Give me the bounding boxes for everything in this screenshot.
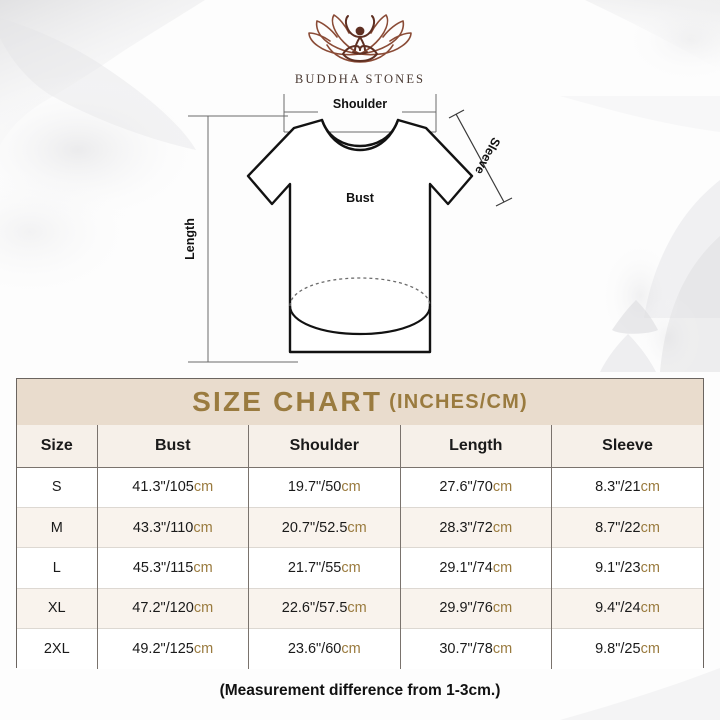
cell-shoulder: 23.6"/60cm xyxy=(248,628,401,669)
size-table: Size Bust Shoulder Length Sleeve S 41.3"… xyxy=(17,425,703,669)
label-shoulder: Shoulder xyxy=(333,97,387,111)
column-header-size: Size xyxy=(17,425,98,468)
value: 30.7"/78 xyxy=(439,641,493,657)
label-length: Length xyxy=(183,218,197,260)
cell-shoulder: 19.7"/50cm xyxy=(248,467,401,508)
cell-size: M xyxy=(17,506,98,548)
cell-shoulder: 22.6"/57.5cm xyxy=(248,587,401,629)
unit: cm xyxy=(640,641,660,657)
table-row: M 43.3"/110cm 20.7"/52.5cm 28.3"/72cm 8.… xyxy=(17,506,703,548)
unit: cm xyxy=(193,641,214,657)
value: 9.8"/25 xyxy=(595,641,641,657)
cell-sleeve: 9.4"/24cm xyxy=(551,587,703,629)
cell-length: 29.1"/74cm xyxy=(400,547,552,589)
value: 41.3"/105 xyxy=(132,479,194,496)
cell-bust: 45.3"/115cm xyxy=(97,547,249,589)
measurement-note: (Measurement difference from 1-3cm.) xyxy=(219,682,501,699)
unit: cm xyxy=(341,641,361,657)
value: 9.4"/24 xyxy=(595,600,641,617)
unit: cm xyxy=(640,600,660,617)
value: 28.3"/72 xyxy=(439,519,493,536)
value: 49.2"/125 xyxy=(132,641,194,657)
cell-bust: 47.2"/120cm xyxy=(97,587,249,629)
value: 8.3"/21 xyxy=(595,479,641,496)
unit: cm xyxy=(640,559,660,576)
unit: cm xyxy=(347,600,367,617)
unit: cm xyxy=(492,600,513,617)
cell-size: S xyxy=(17,467,98,508)
cell-shoulder: 20.7"/52.5cm xyxy=(248,506,401,548)
value: 22.6"/57.5 xyxy=(281,600,348,617)
size-chart-card: SIZE CHART (INCHES/CM) Size Bust Shoulde… xyxy=(16,378,704,669)
column-header-bust: Bust xyxy=(97,425,249,468)
cell-bust: 41.3"/105cm xyxy=(97,467,249,508)
table-row: L 45.3"/115cm 21.7"/55cm 29.1"/74cm 9.1"… xyxy=(17,547,703,589)
unit: cm xyxy=(347,519,367,536)
table-row: S 41.3"/105cm 19.7"/50cm 27.6"/70cm 8.3"… xyxy=(17,467,703,508)
unit: cm xyxy=(341,479,361,496)
column-header-length: Length xyxy=(400,425,552,468)
value: 29.9"/76 xyxy=(439,600,493,617)
cell-sleeve: 9.1"/23cm xyxy=(551,547,703,589)
cell-bust: 49.2"/125cm xyxy=(97,628,249,669)
lotus-meditation-icon xyxy=(308,14,412,63)
cell-size: XL xyxy=(17,587,98,629)
value: 21.7"/55 xyxy=(287,559,342,576)
table-row: XL 47.2"/120cm 22.6"/57.5cm 29.9"/76cm 9… xyxy=(17,587,703,629)
cell-bust: 43.3"/110cm xyxy=(97,506,249,548)
unit: cm xyxy=(492,519,513,536)
value: 29.1"/74 xyxy=(439,559,493,576)
size-chart-units: (INCHES/CM) xyxy=(389,390,528,413)
label-bust: Bust xyxy=(346,191,375,205)
unit: cm xyxy=(640,519,660,536)
table-header-row: Size Bust Shoulder Length Sleeve xyxy=(17,425,703,468)
unit: cm xyxy=(341,559,361,576)
cell-length: 28.3"/72cm xyxy=(400,506,552,548)
value: 20.7"/52.5 xyxy=(281,519,348,536)
value: 8.7"/22 xyxy=(595,519,641,536)
unit: cm xyxy=(492,641,513,657)
tshirt-measurement-diagram: Shoulder Bust Length Sleeve xyxy=(178,84,542,376)
size-chart-title: SIZE CHART xyxy=(192,386,383,417)
value: 47.2"/120 xyxy=(132,600,194,617)
brand-wordmark: BUDDHA STONES xyxy=(294,72,426,86)
unit: cm xyxy=(193,600,214,617)
cell-length: 27.6"/70cm xyxy=(400,467,552,508)
size-chart-title-band: SIZE CHART (INCHES/CM) xyxy=(17,379,703,425)
cell-length: 29.9"/76cm xyxy=(400,587,552,629)
value: 45.3"/115 xyxy=(132,559,194,576)
column-header-shoulder: Shoulder xyxy=(248,425,401,468)
unit: cm xyxy=(640,479,660,496)
value: 9.1"/23 xyxy=(595,559,641,576)
unit: cm xyxy=(193,559,213,576)
unit: cm xyxy=(193,479,214,496)
value: 23.6"/60 xyxy=(287,641,342,657)
unit: cm xyxy=(193,519,213,536)
value: 27.6"/70 xyxy=(439,479,493,496)
cell-sleeve: 8.3"/21cm xyxy=(551,467,703,508)
cell-length: 30.7"/78cm xyxy=(400,628,552,669)
value: 43.3"/110 xyxy=(132,519,194,536)
cell-sleeve: 9.8"/25cm xyxy=(551,628,703,669)
label-sleeve: Sleeve xyxy=(472,135,503,177)
unit: cm xyxy=(492,479,513,496)
value: 19.7"/50 xyxy=(287,479,342,496)
cell-size: 2XL xyxy=(17,628,98,669)
cell-sleeve: 8.7"/22cm xyxy=(551,506,703,548)
column-header-sleeve: Sleeve xyxy=(551,425,703,468)
cell-shoulder: 21.7"/55cm xyxy=(248,547,401,589)
unit: cm xyxy=(492,559,513,576)
cell-size: L xyxy=(17,547,98,589)
table-row: 2XL 49.2"/125cm 23.6"/60cm 30.7"/78cm 9.… xyxy=(17,628,703,669)
brand-logo: BUDDHA STONES xyxy=(0,12,720,87)
